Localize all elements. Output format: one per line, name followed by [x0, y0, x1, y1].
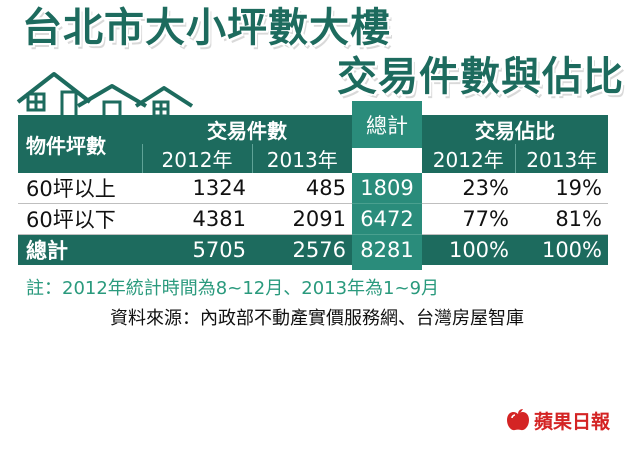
count-year-2013-header: 2013年 — [252, 144, 352, 173]
total-column-spacer — [352, 144, 422, 173]
total-row-label: 總計 — [18, 234, 142, 265]
share-group-header: 交易佔比 — [422, 115, 608, 144]
footnote: 註：2012年統計時間為8~12月、2013年為1~9月 — [26, 278, 440, 299]
total-column-header: 總計 — [352, 101, 422, 148]
cell-share-2012: 23% — [422, 173, 515, 204]
row-label: 60坪以上 — [18, 173, 142, 204]
header-row-2: 2012年 2013年 2012年 2013年 — [18, 144, 608, 173]
table-total-row: 總計 5705 2576 8281 100% 100% — [18, 234, 608, 265]
share-year-2013-header: 2013年 — [515, 144, 608, 173]
header-row-1: 物件坪數 交易件數 交易佔比 — [18, 115, 608, 173]
chart-title-line1: 台北市大小坪數大樓 — [22, 5, 391, 51]
cell-total: 6472 — [352, 203, 422, 235]
data-source: 資料來源：內政部不動產實價服務網、台灣房屋智庫 — [110, 308, 524, 329]
total-column-spacer — [352, 115, 422, 144]
cell-share-2013: 19% — [515, 173, 608, 204]
logo-text: 蘋果日報 — [534, 410, 611, 433]
cell-share-2012: 77% — [422, 203, 515, 235]
cell-share-2012: 100% — [422, 234, 515, 265]
cell-count-2013: 2576 — [252, 234, 352, 265]
publisher-logo: 蘋果日報 — [505, 405, 625, 435]
category-header: 物件坪數 — [18, 115, 142, 173]
table-row: 60坪以下 4381 2091 6472 77% 81% — [18, 203, 608, 235]
table-row: 60坪以上 1324 485 1809 23% 19% — [18, 173, 608, 204]
house-icon — [16, 72, 194, 124]
share-year-2012-header: 2012年 — [422, 144, 516, 173]
cell-share-2013: 100% — [515, 234, 608, 265]
cell-total: 8281 — [352, 234, 422, 265]
cell-count-2012: 1324 — [142, 173, 252, 204]
total-column-tab — [352, 260, 422, 270]
chart-title-line2: 交易件數與佔比 — [337, 54, 624, 100]
cell-count-2012: 4381 — [142, 203, 252, 235]
apple-logo-icon — [507, 409, 529, 431]
cell-share-2013: 81% — [515, 203, 608, 235]
cell-count-2013: 2091 — [252, 203, 352, 235]
data-table: 物件坪數 交易件數 交易佔比 2012年 2013年 2012年 2013年 6… — [18, 115, 608, 265]
cell-count-2013: 485 — [252, 173, 352, 204]
count-year-2012-header: 2012年 — [141, 144, 253, 173]
count-group-header: 交易件數 — [142, 115, 352, 144]
cell-total: 1809 — [352, 173, 422, 204]
cell-count-2012: 5705 — [142, 234, 252, 265]
row-label: 60坪以下 — [18, 203, 142, 235]
